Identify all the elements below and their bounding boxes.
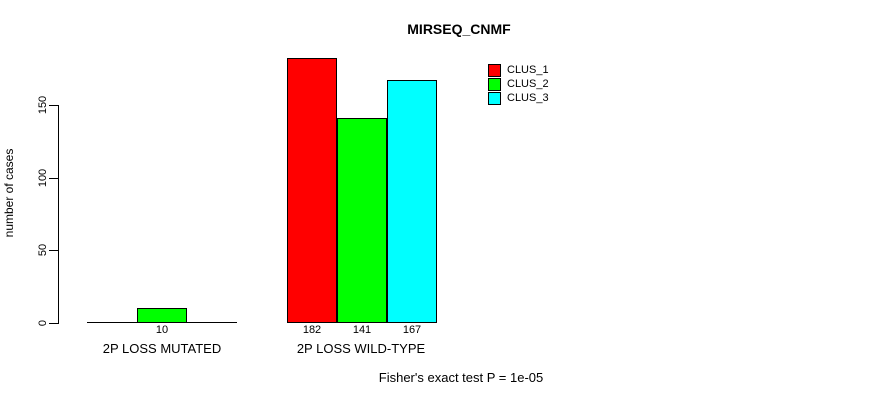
zero-bar-clus-1-2p-loss-mutated [87, 322, 137, 323]
legend-label-clus-1: CLUS_1 [507, 64, 549, 76]
chart-title: MIRSEQ_CNMF [407, 21, 511, 37]
y-tick-mark-50 [49, 250, 58, 251]
legend-label-clus-2: CLUS_2 [507, 78, 549, 90]
y-tick-label-0: 0 [37, 319, 49, 327]
bar-clus-3-2p-loss-wild-type [387, 80, 437, 323]
y-tick-label-100: 100 [37, 168, 49, 188]
y-tick-label-50: 50 [37, 243, 49, 257]
group-label-2p-loss-mutated: 2P LOSS MUTATED [102, 341, 222, 356]
bar-clus-1-2p-loss-wild-type [287, 58, 337, 323]
legend-item-clus-1: CLUS_1 [488, 64, 549, 77]
legend: CLUS_1 CLUS_2 CLUS_3 [488, 64, 549, 106]
legend-item-clus-2: CLUS_2 [488, 78, 549, 91]
y-axis-label: number of cases [2, 148, 16, 238]
footnote-fishers-test: Fisher's exact test P = 1e-05 [378, 370, 544, 385]
y-tick-mark-100 [49, 178, 58, 179]
y-axis-line [58, 105, 59, 324]
y-tick-mark-150 [49, 105, 58, 106]
legend-item-clus-3: CLUS_3 [488, 92, 549, 105]
bar-value-label-clus-2-2p-loss-wild-type: 141 [352, 324, 372, 336]
legend-swatch-clus-1 [488, 64, 501, 77]
group-label-2p-loss-wild-type: 2P LOSS WILD-TYPE [296, 341, 426, 356]
bar-clus-2-2p-loss-wild-type [337, 118, 387, 323]
bar-value-label-clus-2-2p-loss-mutated: 10 [155, 324, 169, 336]
y-tick-mark-0 [49, 323, 58, 324]
bar-clus-2-2p-loss-mutated [137, 308, 187, 323]
legend-label-clus-3: CLUS_3 [507, 92, 549, 104]
legend-swatch-clus-3 [488, 92, 501, 105]
bar-value-label-clus-1-2p-loss-wild-type: 182 [302, 324, 322, 336]
bar-value-label-clus-3-2p-loss-wild-type: 167 [402, 324, 422, 336]
legend-swatch-clus-2 [488, 78, 501, 91]
y-tick-label-150: 150 [37, 95, 49, 115]
zero-bar-clus-3-2p-loss-mutated [187, 322, 237, 323]
